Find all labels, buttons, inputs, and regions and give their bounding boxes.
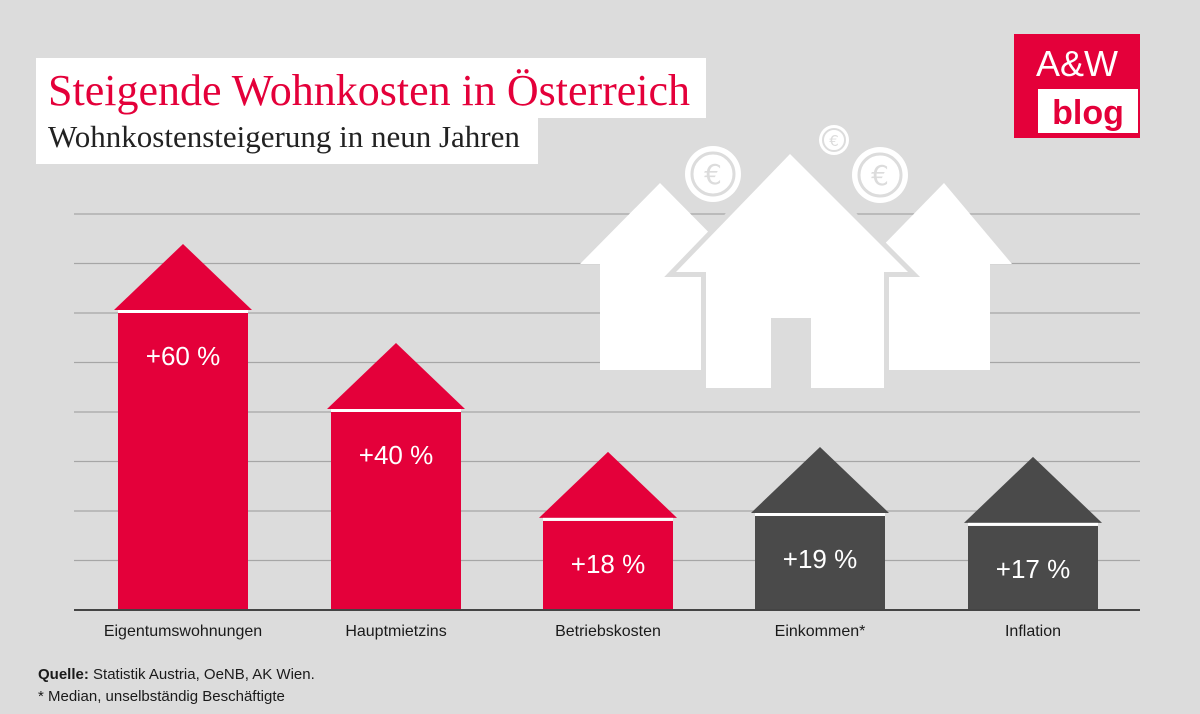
- bar-betriebskosten: +18 %: [539, 451, 677, 610]
- x-tick-label: Einkommen*: [775, 623, 866, 640]
- bar-value-label: +40 %: [359, 440, 433, 470]
- x-tick-label: Eigentumswohnungen: [104, 623, 262, 640]
- bar-series: +60 % +40 % +18 % +19 % +17 %: [114, 244, 1102, 610]
- x-axis-labels: Eigentumswohnungen Hauptmietzins Betriebsk…: [104, 623, 1061, 640]
- house-illustration-right: [865, 183, 1012, 370]
- bar-roof: [539, 451, 677, 518]
- aw-blog-logo: A&W blog: [1014, 34, 1140, 138]
- bar-value-label: +17 %: [996, 554, 1070, 584]
- house-illustration-left: [580, 183, 740, 370]
- logo-line1: A&W: [1036, 43, 1118, 84]
- source-label: Quelle:: [38, 666, 89, 683]
- bar-body: [755, 515, 885, 610]
- bar-body: [543, 520, 673, 610]
- bar-eigentumswohnungen: +60 %: [114, 244, 252, 610]
- source-note: Quelle: Statistik Austria, OeNB, AK Wien…: [38, 666, 315, 683]
- source-text: Statistik Austria, OeNB, AK Wien.: [88, 666, 315, 683]
- bar-roof: [751, 446, 889, 513]
- x-tick-label: Hauptmietzins: [345, 623, 446, 640]
- euro-coin-icon: €: [685, 146, 741, 202]
- bar-body: [331, 412, 461, 610]
- bar-value-label: +18 %: [571, 549, 645, 579]
- footnote-median: * Median, unselbständig Beschäftigte: [38, 688, 285, 705]
- page-subtitle: Wohnkostensteigerung in neun Jahren: [36, 116, 538, 164]
- x-tick-label: Inflation: [1005, 623, 1061, 640]
- bar-value-label: +60 %: [146, 341, 220, 371]
- bar-roof: [114, 244, 252, 310]
- decorative-houses-illustration: € € €: [580, 125, 1012, 393]
- bar-hauptmietzins: +40 %: [327, 343, 465, 610]
- euro-coin-icon: €: [819, 125, 849, 155]
- logo-line2: blog: [1052, 94, 1124, 132]
- svg-text:€: €: [829, 132, 839, 150]
- bar-body: [118, 313, 248, 610]
- svg-text:€: €: [704, 158, 722, 191]
- logo-blog-box: [1038, 89, 1138, 133]
- house-door: [771, 318, 811, 388]
- bar-body: [968, 525, 1098, 610]
- svg-text:€: €: [871, 159, 889, 192]
- x-tick-label: Betriebskosten: [555, 623, 661, 640]
- bar-value-label: +19 %: [783, 544, 857, 574]
- bar-roof: [964, 456, 1102, 523]
- bar-roof: [327, 343, 465, 409]
- euro-coin-icon: €: [852, 147, 908, 203]
- page-title: Steigende Wohnkosten in Österreich: [36, 58, 707, 118]
- bar-inflation: +17 %: [964, 456, 1102, 610]
- bar-einkommen: +19 %: [751, 446, 889, 610]
